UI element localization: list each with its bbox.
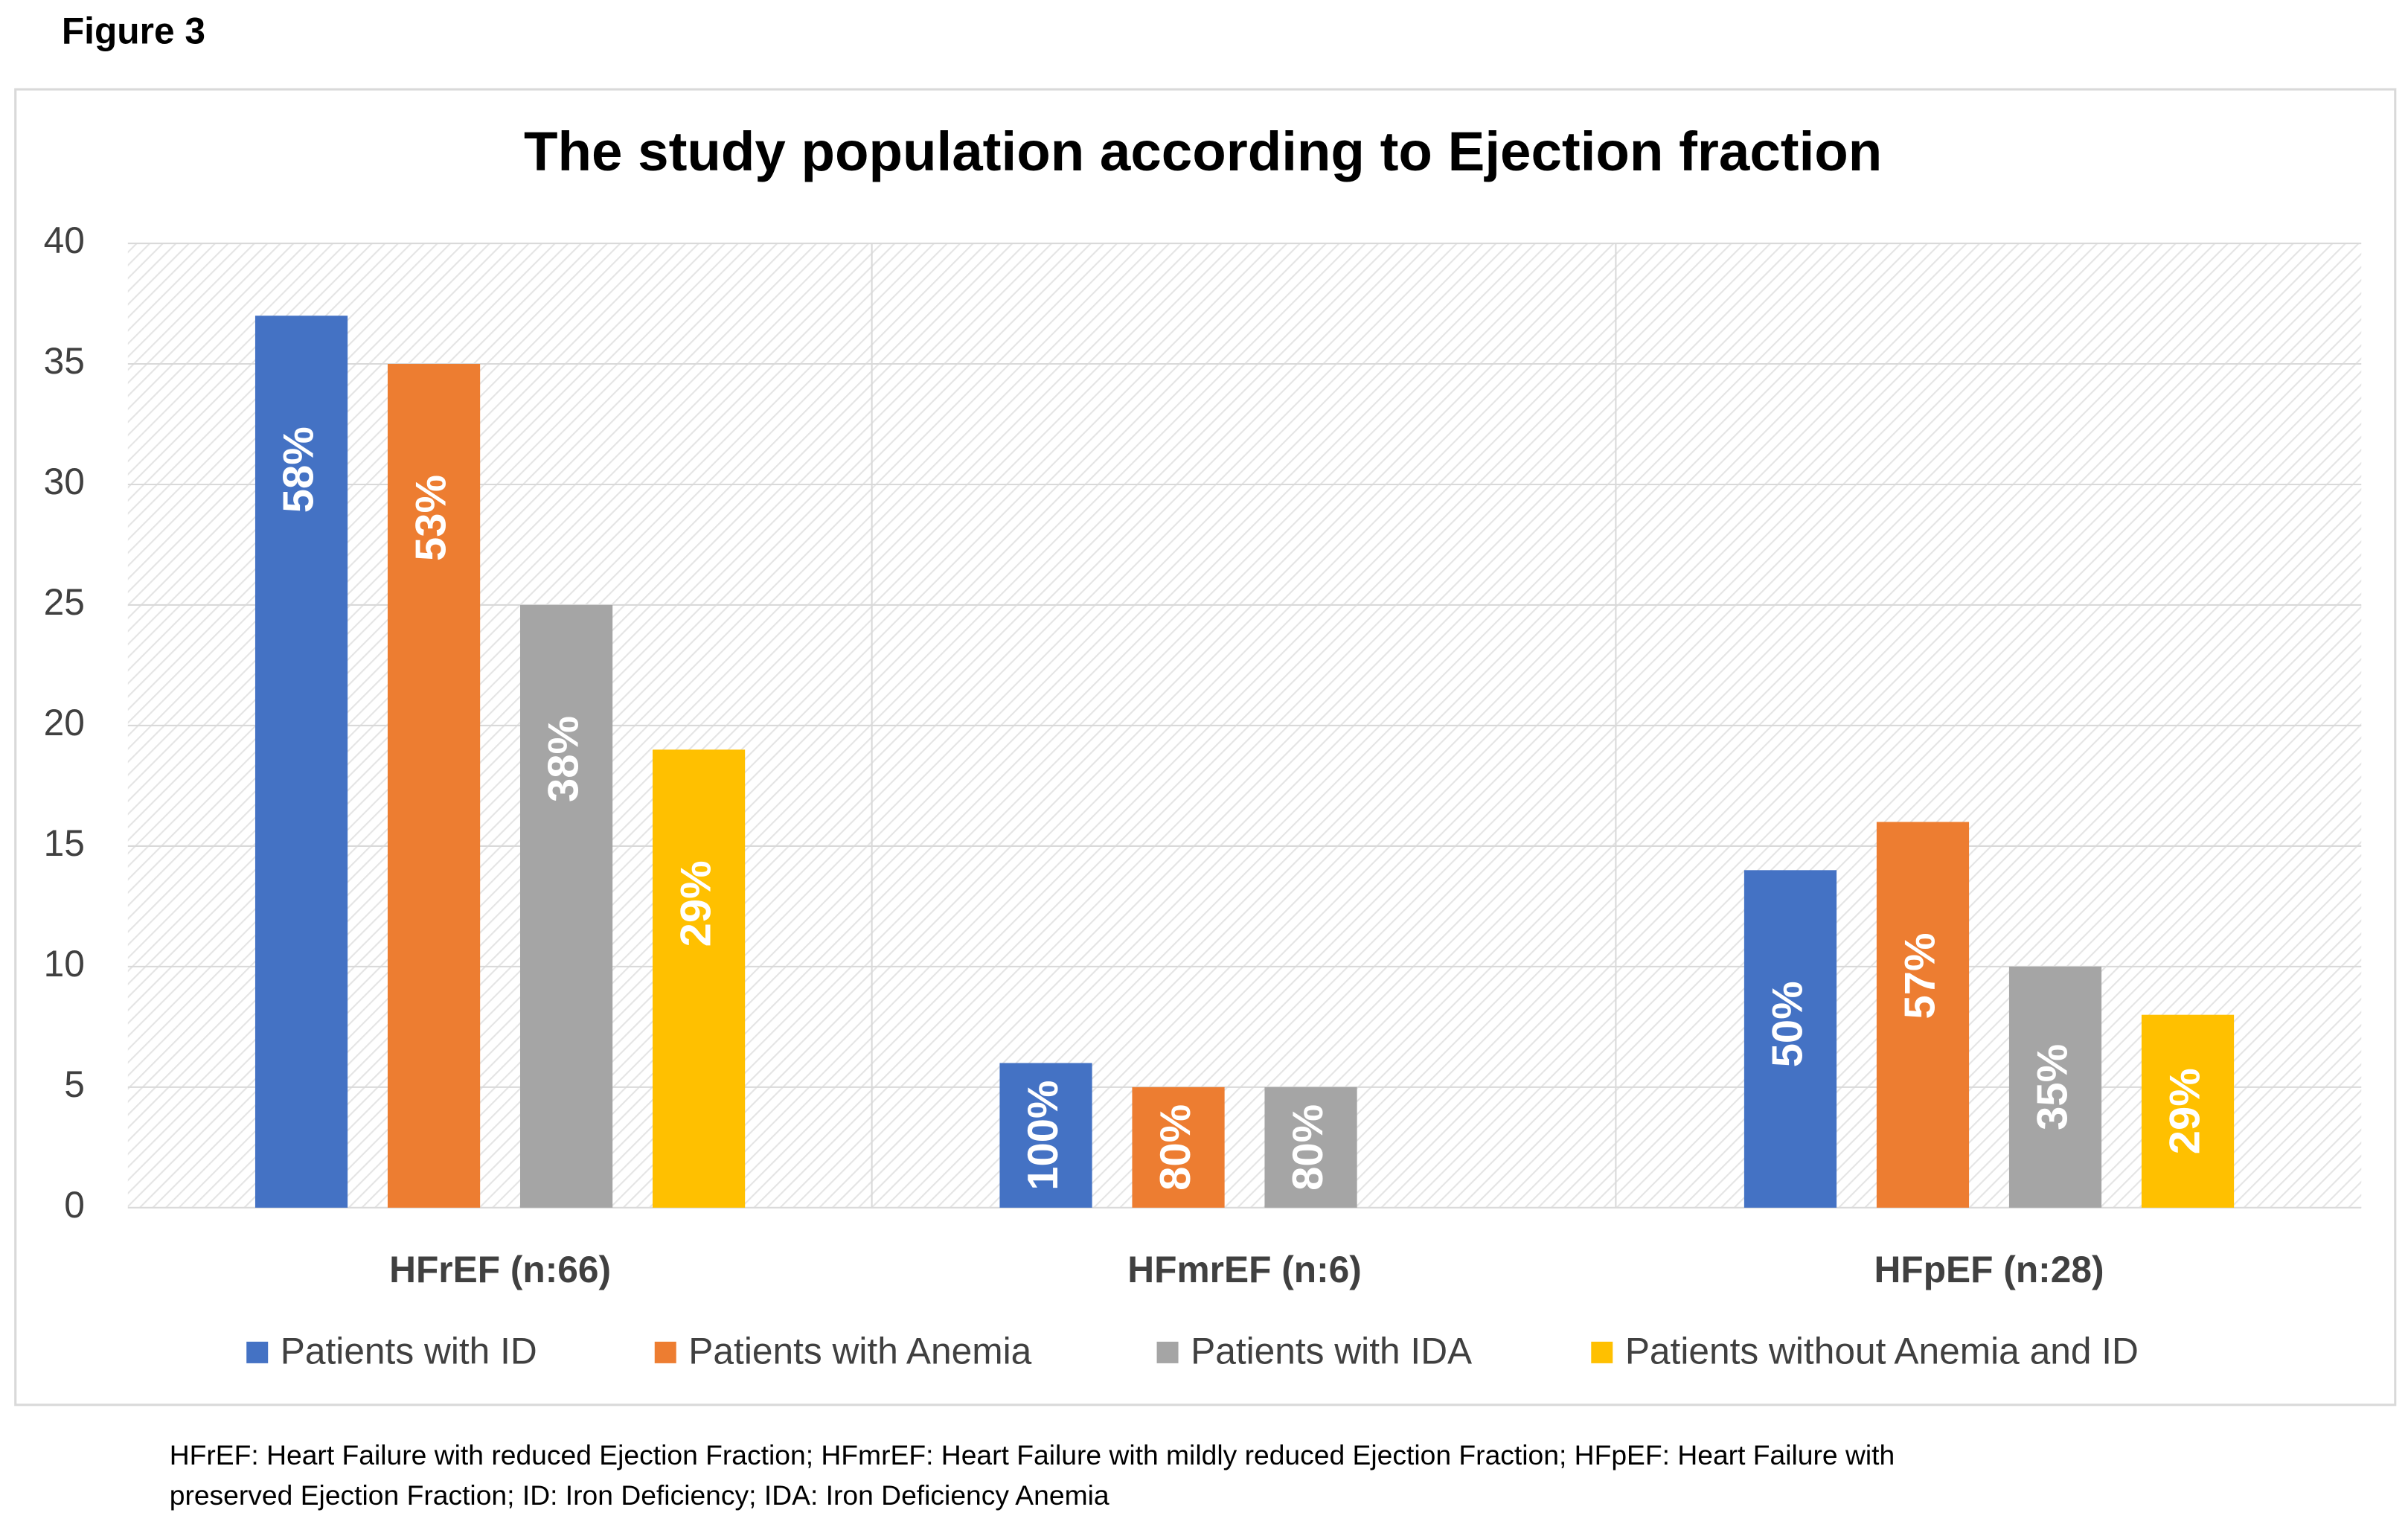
- y-tick-label: 0: [64, 1184, 85, 1226]
- bar-label: 57%: [1896, 933, 1944, 1020]
- bar-label: 29%: [2161, 1068, 2209, 1154]
- bar: [652, 749, 746, 1208]
- legend-label: Patients with Anemia: [688, 1331, 1031, 1372]
- chart-title: The study population according to Ejecti…: [524, 121, 1882, 182]
- bar: [999, 1063, 1092, 1208]
- legend-label: Patients with ID: [281, 1331, 537, 1372]
- bar: [1743, 870, 1837, 1208]
- bar-label: 80%: [1284, 1104, 1332, 1191]
- bar: [2008, 966, 2102, 1208]
- footnote: HFrEF: Heart Failure with reduced Ejecti…: [170, 1439, 1895, 1470]
- bar: [2141, 1014, 2235, 1208]
- legend-swatch: [1156, 1341, 1179, 1363]
- y-tick-label: 20: [44, 702, 85, 743]
- bar: [1876, 822, 1970, 1208]
- y-tick-label: 15: [44, 822, 85, 864]
- legend-label: Patients with IDA: [1191, 1331, 1473, 1372]
- x-tick-label: HFmrEF (n:6): [1127, 1249, 1361, 1290]
- bar-label: 50%: [1764, 981, 1811, 1067]
- y-tick-label: 10: [44, 943, 85, 985]
- bar-label: 38%: [539, 716, 587, 802]
- bar: [1264, 1086, 1357, 1208]
- bar: [519, 604, 613, 1208]
- y-tick-label: 25: [44, 581, 85, 623]
- legend-swatch: [1591, 1341, 1613, 1363]
- bar: [1132, 1086, 1225, 1208]
- bar-label: 100%: [1019, 1081, 1067, 1191]
- bar: [254, 316, 348, 1208]
- bar: [387, 364, 481, 1208]
- x-tick-label: HFpEF (n:28): [1874, 1249, 2104, 1290]
- figure-label: Figure 3: [62, 10, 205, 52]
- footnote: preserved Ejection Fraction; ID: Iron De…: [170, 1479, 1109, 1511]
- legend-label: Patients without Anemia and ID: [1625, 1331, 2139, 1372]
- y-tick-label: 40: [44, 220, 85, 261]
- bar-label: 29%: [672, 860, 720, 947]
- bar-label: 80%: [1152, 1104, 1200, 1191]
- bar-label: 35%: [2028, 1044, 2076, 1130]
- bar-label: 53%: [407, 475, 455, 561]
- legend-swatch: [654, 1341, 676, 1363]
- legend-swatch: [246, 1341, 269, 1363]
- y-tick-label: 35: [44, 340, 85, 382]
- x-tick-label: HFrEF (n:66): [389, 1249, 611, 1290]
- bar-label: 58%: [275, 426, 322, 513]
- y-tick-label: 30: [44, 461, 85, 502]
- y-tick-label: 5: [64, 1063, 85, 1105]
